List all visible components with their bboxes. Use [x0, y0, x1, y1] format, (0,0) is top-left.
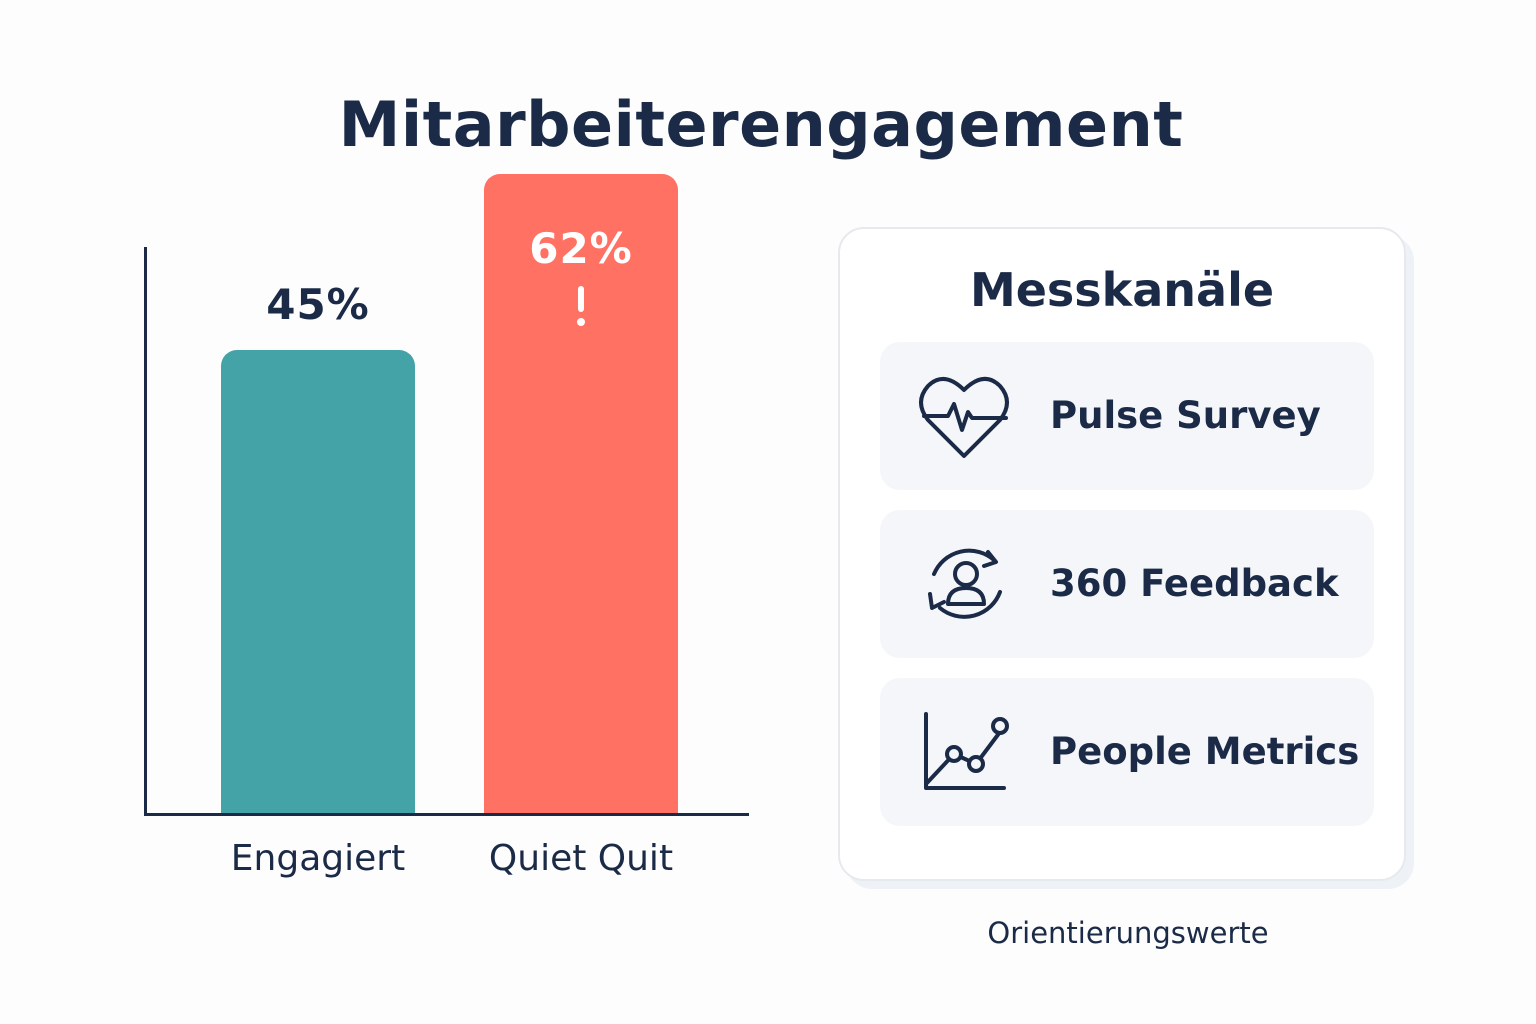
x-axis	[144, 813, 749, 816]
page-title: Mitarbeiterengagement	[338, 88, 1184, 161]
line-chart-icon	[924, 712, 1009, 790]
channel-label: People Metrics	[1050, 730, 1360, 773]
channel-360-feedback: 360 Feedback	[880, 510, 1374, 658]
channel-pulse-survey: Pulse Survey	[880, 342, 1374, 490]
panel-title: Messkanäle	[969, 263, 1275, 317]
y-axis	[144, 247, 147, 816]
value-label-engagiert: 45%	[266, 279, 370, 329]
category-label-engagiert: Engagiert	[230, 838, 406, 879]
measurement-channels-panel: Messkanäle Pulse Survey 360 Feedback Peo…	[838, 227, 1406, 881]
warning-icon	[540, 264, 622, 334]
channel-people-metrics: People Metrics	[880, 678, 1374, 826]
channel-label: 360 Feedback	[1050, 562, 1339, 605]
bar-engagiert	[221, 349, 415, 813]
channel-label: Pulse Survey	[1050, 394, 1321, 437]
footnote: Orientierungswerte	[987, 916, 1269, 950]
category-label-quiet-quit: Quiet Quit	[488, 838, 674, 879]
heart-pulse-icon	[919, 377, 1009, 458]
person-cycle-icon	[928, 548, 1002, 619]
bar-chart: 45% 62% Engagiert Quiet Quit	[144, 174, 749, 879]
